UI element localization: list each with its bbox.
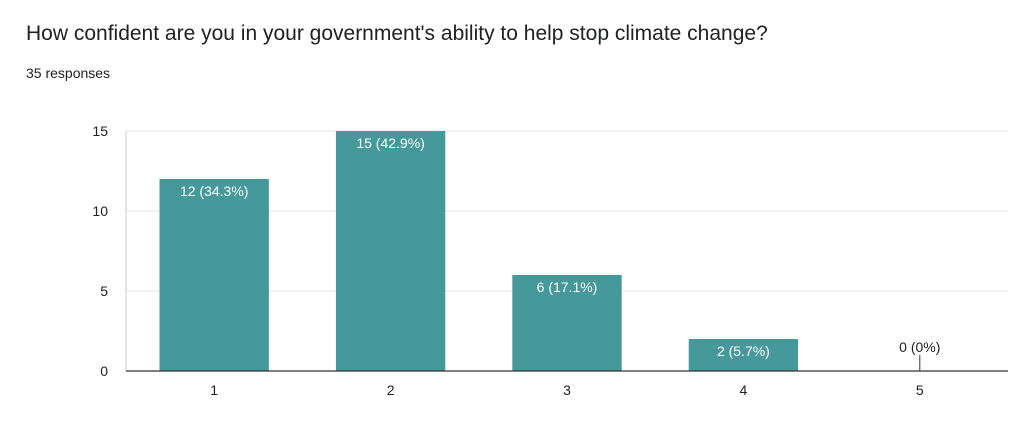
data-label: 15 (42.9%) <box>356 135 424 151</box>
bar <box>159 179 269 371</box>
y-tick-label: 0 <box>100 363 108 379</box>
x-tick-label: 2 <box>387 382 395 398</box>
data-label: 6 (17.1%) <box>537 279 598 295</box>
bar <box>688 339 799 371</box>
data-label: 0 (0%) <box>899 339 940 355</box>
bar <box>512 275 622 371</box>
bar <box>335 131 446 371</box>
data-label: 12 (34.3%) <box>180 183 248 199</box>
x-tick-label: 5 <box>916 382 924 398</box>
y-tick-label: 15 <box>92 123 108 139</box>
x-tick-label: 3 <box>563 382 571 398</box>
y-tick-label: 10 <box>92 203 108 219</box>
x-tick-label: 4 <box>740 382 748 398</box>
y-tick-label: 5 <box>100 283 108 299</box>
data-label: 2 (5.7%) <box>717 343 770 359</box>
question-title: How confident are you in your government… <box>26 22 768 45</box>
response-count: 35 responses <box>26 65 111 81</box>
x-tick-label: 1 <box>210 382 218 398</box>
